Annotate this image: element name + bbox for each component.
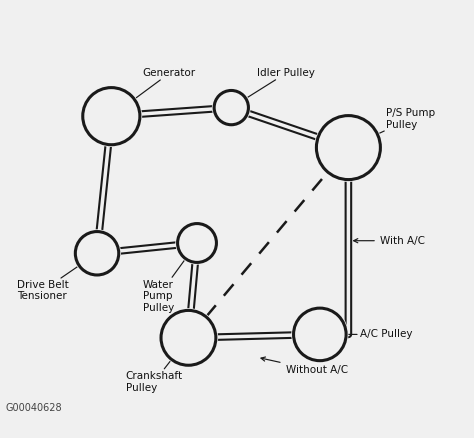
- Text: Idler Pulley: Idler Pulley: [235, 68, 315, 106]
- Circle shape: [178, 223, 217, 262]
- Circle shape: [291, 306, 348, 363]
- Circle shape: [81, 85, 142, 147]
- Circle shape: [159, 308, 218, 367]
- Circle shape: [212, 88, 251, 127]
- Circle shape: [214, 91, 248, 125]
- Text: Drive Belt
Tensioner: Drive Belt Tensioner: [17, 256, 94, 301]
- Circle shape: [175, 221, 219, 265]
- Circle shape: [314, 113, 383, 182]
- Text: P/S Pump
Pulley: P/S Pump Pulley: [352, 108, 435, 146]
- Circle shape: [83, 88, 140, 145]
- Text: Generator: Generator: [115, 68, 196, 114]
- Text: A/C Pulley: A/C Pulley: [324, 329, 412, 339]
- Text: Without A/C: Without A/C: [261, 357, 348, 375]
- Text: G00040628: G00040628: [6, 403, 62, 413]
- Circle shape: [161, 311, 216, 365]
- Text: Water
Pump
Pulley: Water Pump Pulley: [143, 246, 195, 313]
- Text: Crankshaft
Pulley: Crankshaft Pulley: [126, 341, 186, 392]
- Text: With A/C: With A/C: [354, 236, 425, 246]
- Circle shape: [73, 229, 121, 277]
- Circle shape: [293, 308, 346, 360]
- Circle shape: [317, 116, 381, 180]
- Circle shape: [75, 232, 119, 275]
